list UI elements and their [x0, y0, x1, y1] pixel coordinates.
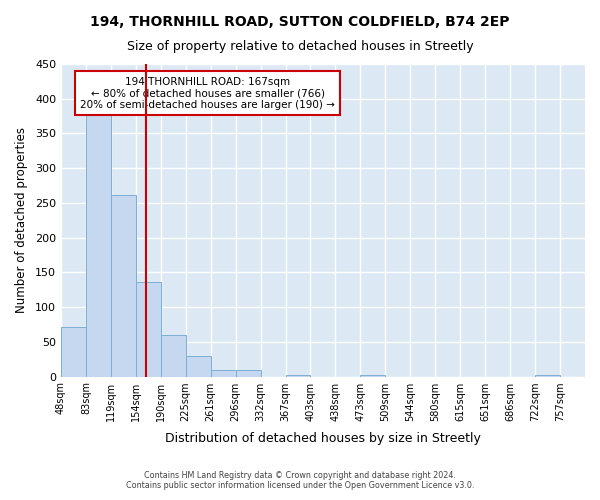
Bar	[535, 375, 560, 376]
Bar	[186, 356, 211, 376]
Text: 194, THORNHILL ROAD, SUTTON COLDFIELD, B74 2EP: 194, THORNHILL ROAD, SUTTON COLDFIELD, B…	[90, 15, 510, 29]
Bar	[211, 370, 236, 376]
Bar	[86, 114, 111, 376]
Y-axis label: Number of detached properties: Number of detached properties	[15, 128, 28, 314]
Bar	[161, 335, 186, 376]
Bar	[111, 196, 136, 376]
Bar	[286, 375, 310, 376]
Text: Contains HM Land Registry data © Crown copyright and database right 2024.
Contai: Contains HM Land Registry data © Crown c…	[126, 470, 474, 490]
Text: Size of property relative to detached houses in Streetly: Size of property relative to detached ho…	[127, 40, 473, 53]
Bar	[361, 375, 385, 376]
Bar	[61, 326, 86, 376]
Text: 194 THORNHILL ROAD: 167sqm
← 80% of detached houses are smaller (766)
20% of sem: 194 THORNHILL ROAD: 167sqm ← 80% of deta…	[80, 76, 335, 110]
X-axis label: Distribution of detached houses by size in Streetly: Distribution of detached houses by size …	[165, 432, 481, 445]
Bar	[136, 282, 161, 376]
Bar	[236, 370, 260, 376]
